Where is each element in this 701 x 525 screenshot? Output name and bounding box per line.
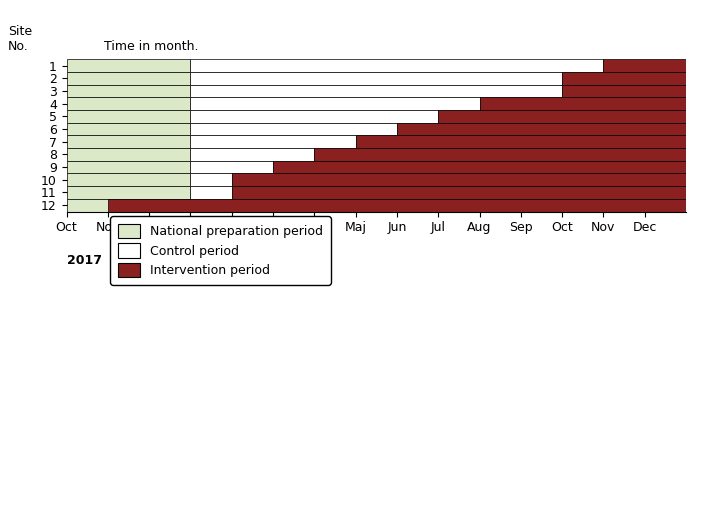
Bar bbox=[67, 173, 191, 186]
Bar bbox=[191, 135, 355, 148]
Bar bbox=[67, 72, 191, 85]
Text: Site
No.: Site No. bbox=[8, 25, 32, 53]
Bar bbox=[355, 135, 686, 148]
Bar bbox=[191, 161, 273, 173]
Bar bbox=[67, 161, 191, 173]
Bar bbox=[397, 123, 686, 135]
Bar bbox=[67, 85, 191, 97]
Bar bbox=[67, 148, 191, 161]
Bar bbox=[191, 173, 232, 186]
Bar bbox=[232, 186, 686, 199]
Bar bbox=[232, 173, 686, 186]
Bar bbox=[191, 97, 479, 110]
Bar bbox=[67, 186, 191, 199]
Bar bbox=[604, 59, 686, 72]
Bar bbox=[273, 161, 686, 173]
Bar bbox=[191, 123, 397, 135]
Bar bbox=[67, 59, 191, 72]
Bar bbox=[562, 85, 686, 97]
Bar bbox=[438, 110, 686, 123]
Text: 2018: 2018 bbox=[191, 254, 225, 267]
Bar bbox=[562, 72, 686, 85]
Text: Time in month.: Time in month. bbox=[104, 40, 198, 53]
Bar bbox=[108, 199, 686, 212]
Bar bbox=[191, 186, 232, 199]
Bar bbox=[67, 135, 191, 148]
Bar bbox=[314, 148, 686, 161]
Bar bbox=[67, 123, 191, 135]
Bar bbox=[191, 72, 562, 85]
Bar bbox=[67, 97, 191, 110]
Text: 2017: 2017 bbox=[67, 254, 102, 267]
Legend: National preparation period, Control period, Intervention period: National preparation period, Control per… bbox=[110, 216, 331, 285]
Bar bbox=[191, 148, 314, 161]
Bar bbox=[479, 97, 686, 110]
Bar bbox=[67, 110, 191, 123]
Bar bbox=[191, 110, 438, 123]
Bar bbox=[67, 199, 191, 212]
Bar bbox=[191, 59, 604, 72]
Bar bbox=[191, 85, 562, 97]
